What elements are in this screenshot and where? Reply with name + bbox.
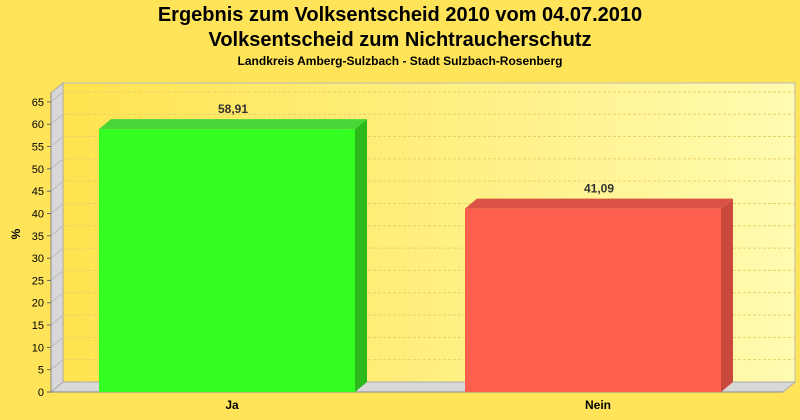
bar-side [721, 198, 733, 392]
y-tick-label: 30 [32, 253, 44, 265]
category-label: Nein [585, 398, 611, 412]
gridline-side [50, 292, 64, 304]
gridline-side [50, 314, 64, 326]
bar-top [99, 119, 367, 130]
y-tick-label: 55 [32, 142, 44, 154]
y-tick-label: 20 [32, 298, 44, 310]
y-tick-label: 15 [32, 320, 44, 332]
y-tick-label: 5 [38, 365, 44, 377]
chart-title: Ergebnis zum Volksentscheid 2010 vom 04.… [157, 4, 643, 26]
bar-side [355, 119, 367, 392]
y-tick-label: 40 [32, 208, 44, 220]
gridline-side [50, 359, 64, 371]
chart-subtitle: Volksentscheid zum Nichtraucherschutz [208, 29, 592, 51]
gridline-side [50, 336, 64, 348]
bar-front [99, 129, 355, 392]
chart-subsubtitle: Landkreis Amberg-Sulzbach - Stadt Sulzba… [237, 54, 563, 68]
y-axis-label: % [9, 228, 23, 239]
y-tick-label: 65 [32, 97, 44, 109]
gridline-side [50, 270, 64, 281]
y-tick-label: 60 [32, 119, 44, 131]
gridline-side [50, 225, 64, 237]
y-tick-label: 35 [32, 231, 44, 243]
gridline-side [50, 158, 64, 170]
bar-value-label: 58,91 [218, 102, 248, 116]
bar-front [465, 208, 721, 392]
gridline-side [50, 113, 64, 125]
y-tick-label: 0 [38, 387, 44, 399]
y-tick-label: 10 [32, 342, 44, 354]
gridline-side [50, 247, 64, 259]
bar-top [465, 198, 733, 209]
gridline-side [50, 91, 64, 103]
y-tick-label: 50 [32, 164, 44, 176]
y-tick-label: 25 [32, 275, 44, 287]
y-tick-label: 45 [32, 186, 44, 198]
gridline-side [50, 136, 64, 147]
gridline-side [50, 180, 64, 192]
bar-value-label: 41,09 [584, 182, 614, 196]
gridline-side [50, 203, 64, 214]
category-label: Ja [225, 398, 239, 412]
